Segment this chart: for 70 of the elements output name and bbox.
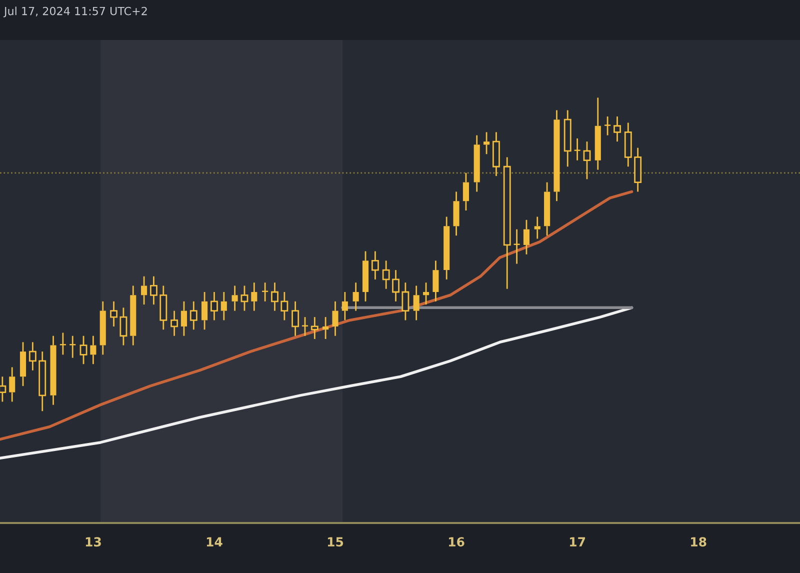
candlestick	[392, 269, 400, 302]
candlestick	[362, 250, 369, 302]
candlestick	[80, 335, 88, 365]
candlestick	[9, 366, 16, 402]
candlestick	[332, 300, 338, 337]
x-tick-label: 13	[86, 537, 101, 547]
candlestick	[202, 291, 208, 330]
candlestick	[402, 282, 410, 321]
candlestick	[50, 335, 56, 406]
text: Jul 17, 2024 11:57 UTC+2	[3, 6, 147, 18]
candlestick	[302, 316, 308, 337]
x-tick-label: 17	[570, 537, 586, 546]
candlestick	[413, 285, 420, 321]
x-tick-label: 15	[328, 537, 344, 547]
candlestick	[232, 285, 238, 312]
candlestick	[453, 191, 460, 236]
candlestick	[120, 306, 128, 346]
candlestick	[554, 110, 560, 202]
candlestick	[422, 282, 430, 306]
candlestick	[382, 260, 390, 290]
candlestick	[523, 219, 530, 256]
candlestick	[484, 131, 490, 155]
candlestick	[38, 350, 46, 412]
candlestick	[371, 250, 379, 280]
candlestick	[604, 116, 611, 136]
candlestick	[141, 276, 148, 306]
candlestick	[220, 291, 227, 321]
candlestick	[534, 216, 540, 240]
candlestick	[583, 140, 591, 180]
candlestick	[292, 300, 300, 337]
candlestick	[574, 138, 580, 162]
candlestick	[342, 291, 348, 321]
candlestick	[100, 300, 106, 356]
candlestick	[28, 341, 36, 372]
candlestick	[614, 116, 621, 142]
candlestick	[462, 172, 469, 212]
candlestick	[634, 147, 642, 192]
candlestick	[322, 316, 329, 340]
x-tick-label: 14	[206, 537, 222, 546]
candlestick	[180, 300, 187, 337]
candlestick	[624, 122, 632, 168]
candlestick	[190, 300, 198, 330]
x-tick-label: 16	[448, 537, 464, 547]
candlestick	[492, 131, 500, 177]
candlestick	[240, 285, 248, 312]
candlestick	[70, 335, 76, 359]
candlestick	[352, 282, 359, 312]
candlestick	[271, 282, 278, 312]
candlestick	[150, 276, 158, 306]
candlestick	[110, 300, 118, 328]
candlestick	[503, 156, 511, 290]
candlestick	[432, 260, 439, 302]
candlestick	[210, 291, 218, 321]
candlestick	[444, 216, 450, 280]
candlestick	[170, 310, 178, 337]
x-tick-label: 18	[691, 537, 706, 547]
candlestick	[564, 110, 572, 168]
candlestick	[90, 335, 96, 365]
candlestick	[474, 134, 480, 192]
candlestick	[280, 291, 288, 321]
candlestick	[514, 228, 520, 264]
candlestick	[544, 182, 550, 236]
candlestick	[310, 316, 318, 340]
candlestick	[130, 285, 136, 346]
candlestick	[20, 341, 26, 387]
candlestick	[262, 282, 268, 302]
candlestick	[160, 285, 168, 330]
candlestick	[60, 332, 66, 356]
candlestick	[594, 96, 601, 170]
candlestick	[251, 282, 258, 312]
